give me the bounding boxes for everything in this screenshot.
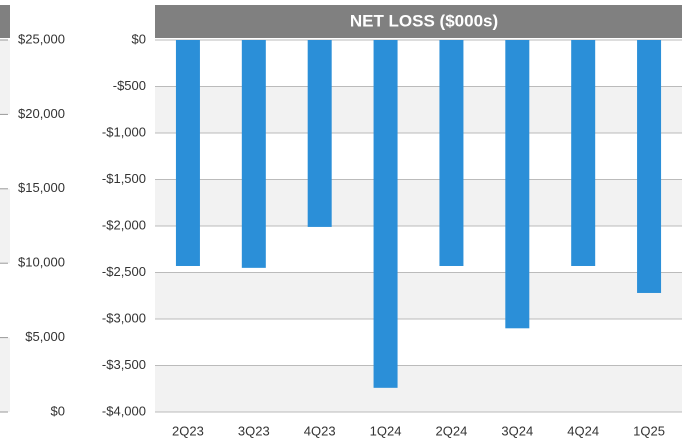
y-tick-label: $10,000 bbox=[18, 255, 65, 270]
x-tick-label: 2Q24 bbox=[436, 423, 468, 438]
x-tick-label: 3Q23 bbox=[238, 423, 270, 438]
band bbox=[155, 272, 682, 319]
x-tick-label: 1Q24 bbox=[370, 423, 402, 438]
band bbox=[155, 86, 682, 133]
band bbox=[155, 365, 682, 412]
y-tick-label: -$500 bbox=[113, 78, 146, 93]
y-tick-label: -$1,000 bbox=[102, 124, 146, 139]
y-tick-label: -$3,500 bbox=[102, 357, 146, 372]
band bbox=[0, 40, 10, 115]
band bbox=[0, 188, 10, 264]
band bbox=[0, 337, 10, 412]
header-bar bbox=[155, 5, 682, 38]
bar bbox=[505, 40, 530, 329]
bar bbox=[439, 40, 464, 266]
bar bbox=[175, 40, 200, 266]
y-tick-label: $15,000 bbox=[18, 180, 65, 195]
y-tick-label: $0 bbox=[51, 403, 65, 418]
bar bbox=[241, 40, 266, 268]
bar bbox=[571, 40, 596, 266]
bar bbox=[637, 40, 662, 293]
chart-title: NET LOSS ($000s) bbox=[350, 11, 498, 30]
x-tick-label: 1Q25 bbox=[633, 423, 665, 438]
y-tick-label: -$4,000 bbox=[102, 403, 146, 418]
left-header bbox=[0, 5, 10, 38]
bar bbox=[307, 40, 332, 227]
x-tick-label: 4Q24 bbox=[567, 423, 599, 438]
y-tick-label: -$2,500 bbox=[102, 264, 146, 279]
band bbox=[155, 179, 682, 226]
x-tick-label: 3Q24 bbox=[501, 423, 533, 438]
y-tick-label: -$3,000 bbox=[102, 310, 146, 325]
x-tick-label: 2Q23 bbox=[172, 423, 204, 438]
x-tick-label: 4Q23 bbox=[304, 423, 336, 438]
y-tick-label: $25,000 bbox=[18, 31, 65, 46]
y-tick-label: $5,000 bbox=[25, 329, 65, 344]
y-tick-label: $0 bbox=[132, 31, 146, 46]
y-tick-label: $20,000 bbox=[18, 106, 65, 121]
y-tick-label: -$1,500 bbox=[102, 171, 146, 186]
bar bbox=[373, 40, 398, 388]
y-tick-label: -$2,000 bbox=[102, 217, 146, 232]
